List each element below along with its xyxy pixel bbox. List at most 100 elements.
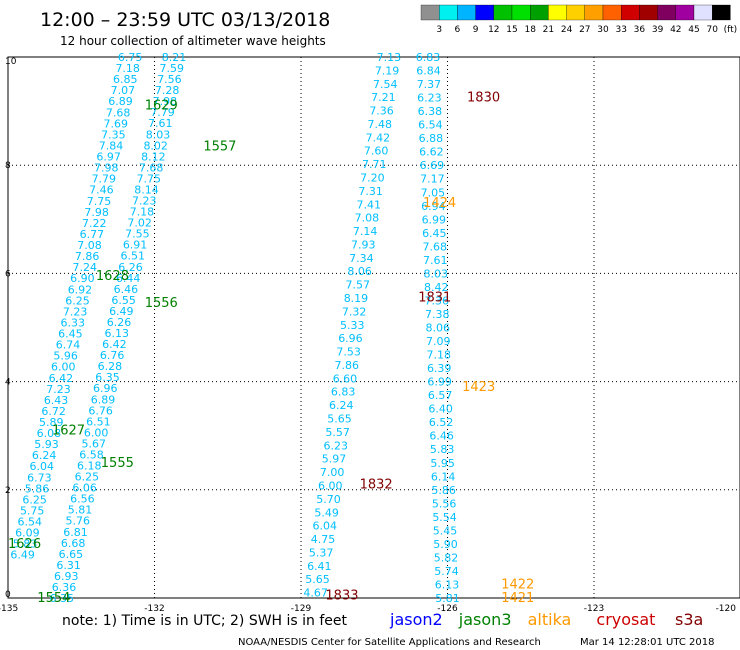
wave-height-label: 6.83 [416, 51, 441, 64]
wave-height-label: 6.28 [98, 360, 123, 373]
wave-height-label: 6.93 [54, 570, 79, 583]
satellite-legend: jason2 jason3 altika cryosat s3a [389, 610, 703, 629]
y-tick-label: 0 [5, 590, 11, 600]
wave-height-label: 6.38 [418, 105, 443, 118]
wave-height-label: 6.25 [22, 493, 47, 506]
scale-label: 18 [524, 25, 536, 35]
wave-height-label: 7.19 [375, 64, 400, 77]
wave-height-label: 6.51 [121, 250, 146, 263]
scale-swatch [621, 4, 640, 21]
x-tick-label: -129 [291, 604, 312, 614]
satellite-name: s3a [675, 610, 703, 629]
wave-height-label: 6.99 [427, 376, 452, 389]
wave-height-label: 7.08 [355, 212, 380, 225]
wave-height-label: 6.77 [80, 228, 105, 241]
scale-swatch [584, 4, 604, 21]
wave-height-label: 7.48 [367, 118, 392, 131]
wave-height-label: 6.99 [422, 213, 447, 226]
wave-height-label: 5.57 [325, 426, 350, 439]
wave-height-label: 6.35 [49, 592, 74, 605]
scale-swatch [475, 4, 494, 21]
scale-label: 27 [579, 25, 590, 35]
wave-height-label: 6.00 [318, 479, 343, 492]
wave-height-label: 6.45 [58, 328, 83, 341]
scale-label: 30 [597, 25, 609, 35]
wave-height-label: 5.76 [66, 515, 91, 528]
wave-height-label: 7.86 [75, 250, 100, 263]
time-label: 1555 [101, 456, 134, 471]
scale-label: 6 [455, 25, 461, 35]
wave-height-label: 7.68 [106, 106, 131, 119]
satellite-name: altika [528, 610, 572, 629]
wave-height-label: 6.43 [44, 394, 69, 407]
wave-height-label: 5.86 [25, 482, 50, 495]
wave-height-label: 7.42 [366, 131, 391, 144]
scale-swatch [548, 4, 567, 21]
wave-height-label: 6.51 [86, 415, 111, 428]
wave-height-label: 6.49 [109, 305, 134, 318]
wave-height-label: 7.75 [137, 172, 162, 185]
wave-height-label: 5.83 [13, 538, 38, 551]
wave-height-label: 5.93 [34, 438, 59, 451]
wave-height-label: 6.09 [15, 527, 40, 540]
scale-label: (ft) [724, 25, 738, 35]
wave-height-label: 5.65 [327, 413, 352, 426]
scale-swatch [657, 4, 676, 21]
wave-height-label: 7.05 [421, 186, 446, 199]
wave-height-label: 6.42 [49, 372, 74, 385]
wave-height-label: 7.79 [150, 106, 175, 119]
wave-height-label: 5.96 [53, 350, 78, 363]
wave-height-label: 6.49 [10, 549, 35, 562]
wave-height-label: 6.57 [428, 389, 453, 402]
wave-height-label: 5.54 [432, 511, 457, 524]
wave-height-label: 7.18 [130, 206, 155, 219]
wave-height-label: 7.23 [63, 305, 88, 318]
wave-height-label: 6.92 [68, 283, 93, 296]
wave-height-label: 7.09 [426, 335, 451, 348]
wave-height-label: 7.37 [417, 78, 442, 91]
time-label: 1557 [203, 139, 236, 154]
wave-height-label: 8.06 [425, 322, 450, 335]
satellite-name: jason2 [389, 610, 443, 629]
wave-height-label: 7.98 [153, 95, 178, 108]
wave-height-label: 5.33 [340, 319, 365, 332]
wave-height-label: 6.04 [313, 520, 338, 533]
wave-height-label: 6.88 [419, 132, 444, 145]
footer-timestamp: Mar 14 12:28:01 UTC 2018 [580, 637, 715, 648]
wave-height-label: 7.53 [336, 346, 361, 359]
wave-height-label: 4.75 [311, 533, 336, 546]
wave-height-label: 5.82 [434, 551, 459, 564]
wave-height-label: 7.84 [99, 139, 124, 152]
wave-height-label: 6.91 [123, 239, 148, 252]
time-label: 1832 [360, 477, 393, 492]
scale-label: 33 [615, 25, 626, 35]
wave-height-label: 4.67 [303, 587, 328, 600]
wave-height-label: 6.26 [107, 316, 132, 329]
satellite-name: cryosat [596, 610, 655, 629]
footer-credit: NOAA/NESDIS Center for Satellite Applica… [238, 637, 541, 648]
wave-height-label: 6.62 [419, 146, 444, 159]
wave-height-label: 6.45 [422, 227, 447, 240]
scale-swatch [639, 4, 658, 21]
wave-height-values: 6.495.836.096.545.756.255.866.736.046.24… [10, 51, 459, 605]
scale-label: 15 [506, 25, 517, 35]
wave-height-label: 6.31 [56, 559, 81, 572]
wave-height-label: 6.46 [429, 430, 454, 443]
wave-height-label: 7.13 [377, 51, 402, 64]
wave-height-label: 6.89 [108, 95, 133, 108]
time-label: 1629 [145, 99, 178, 114]
wave-height-label: 6.36 [52, 581, 77, 594]
wave-height-label: 7.00 [320, 466, 345, 479]
wave-height-label: 5.89 [39, 416, 64, 429]
wave-height-label: 6.84 [416, 65, 441, 78]
wave-height-label: 7.08 [77, 239, 102, 252]
wave-height-label: 6.74 [56, 339, 81, 352]
wave-height-label: 7.57 [346, 279, 371, 292]
wave-height-label: 6.23 [324, 439, 349, 452]
wave-height-label: 6.06 [72, 482, 97, 495]
wave-height-label: 7.56 [157, 73, 182, 86]
chart-subtitle: 12 hour collection of altimeter wave hei… [60, 34, 326, 48]
time-label: 1422 [501, 577, 534, 592]
wave-height-label: 6.81 [63, 526, 88, 539]
